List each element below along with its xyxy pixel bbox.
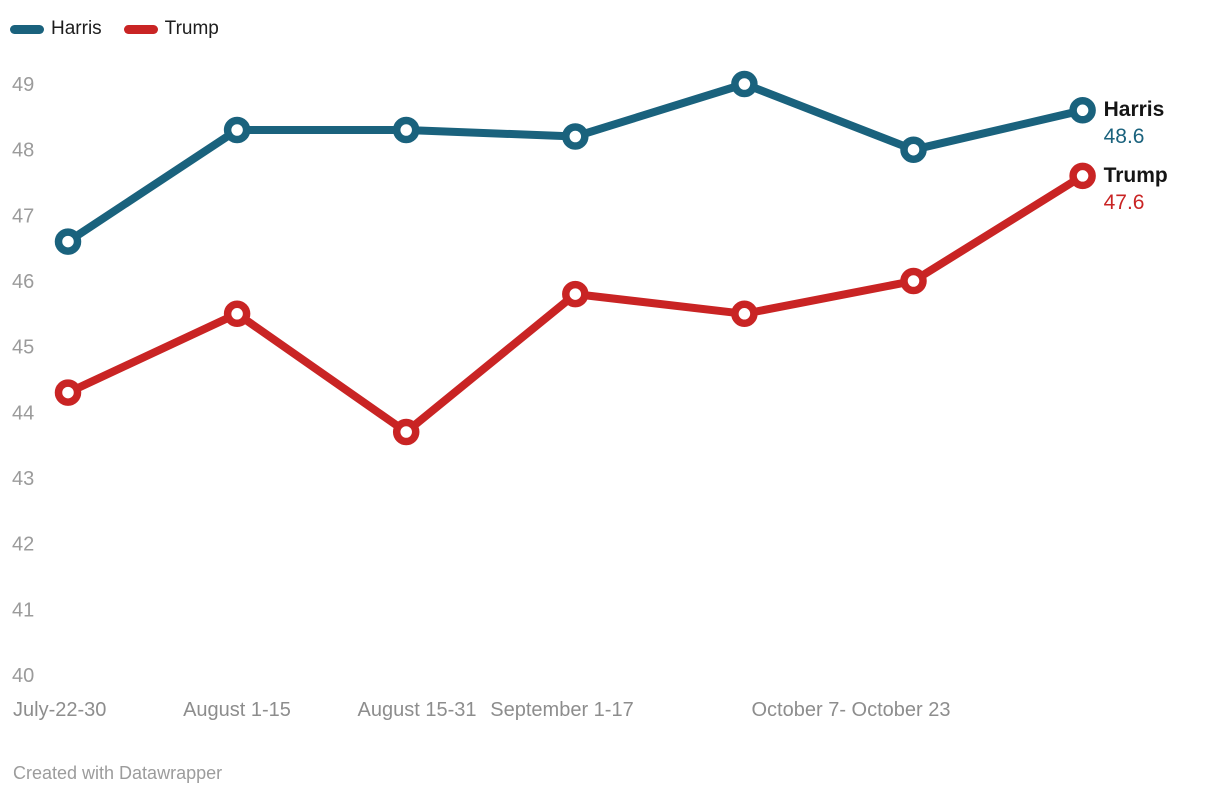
x-tick-label: September 1-17 <box>490 699 633 721</box>
legend: Harris Trump <box>10 18 219 40</box>
series-end-label-trump: Trump 47.6 <box>1104 162 1168 216</box>
data-point-trump <box>223 300 251 328</box>
legend-item-harris: Harris <box>10 18 102 40</box>
legend-item-trump: Trump <box>123 18 219 40</box>
data-point-trump <box>392 418 420 446</box>
y-tick-label: 48 <box>12 140 34 162</box>
data-point-harris <box>900 136 927 163</box>
series-end-name-harris: Harris <box>1103 98 1165 122</box>
x-tick-label: October 7- October 23 <box>752 699 951 721</box>
y-tick-label: 44 <box>12 402 34 424</box>
series-line-harris <box>64 80 1087 246</box>
data-point-trump <box>1069 162 1096 190</box>
y-tick-label: 49 <box>12 74 34 96</box>
y-tick-label: 43 <box>12 468 34 490</box>
harris-line-swatch <box>10 24 44 34</box>
y-tick-label: 47 <box>12 205 34 227</box>
x-tick-label: July-22-30 <box>13 699 106 721</box>
data-point-harris <box>731 70 758 98</box>
y-tick-label: 41 <box>12 599 34 621</box>
legend-label-harris: Harris <box>51 18 102 39</box>
data-point-trump <box>54 379 82 406</box>
data-point-harris <box>1069 97 1096 124</box>
y-tick-label: 42 <box>12 534 34 556</box>
y-tick-label: 40 <box>12 665 34 687</box>
data-point-harris <box>54 228 82 255</box>
attribution-text: Created with Datawrapper <box>13 763 223 783</box>
data-point-trump <box>731 300 758 328</box>
data-point-harris <box>562 123 589 150</box>
series-end-label-harris: Harris 48.6 <box>1104 96 1165 150</box>
data-point-trump <box>562 280 589 308</box>
data-point-harris <box>392 116 420 144</box>
x-tick-label: August 15-31 <box>358 699 477 721</box>
series-end-value-trump: 47.6 <box>1103 190 1145 214</box>
y-tick-label: 46 <box>12 271 34 293</box>
trump-line-swatch <box>123 24 158 34</box>
legend-label-trump: Trump <box>164 18 219 39</box>
series-end-value-harris: 48.6 <box>1103 125 1145 149</box>
series-end-name-trump: Trump <box>1103 163 1168 187</box>
y-tick-label: 45 <box>12 337 34 359</box>
x-tick-label: August 1-15 <box>183 699 291 721</box>
data-point-trump <box>900 267 927 295</box>
data-point-harris <box>223 116 251 144</box>
